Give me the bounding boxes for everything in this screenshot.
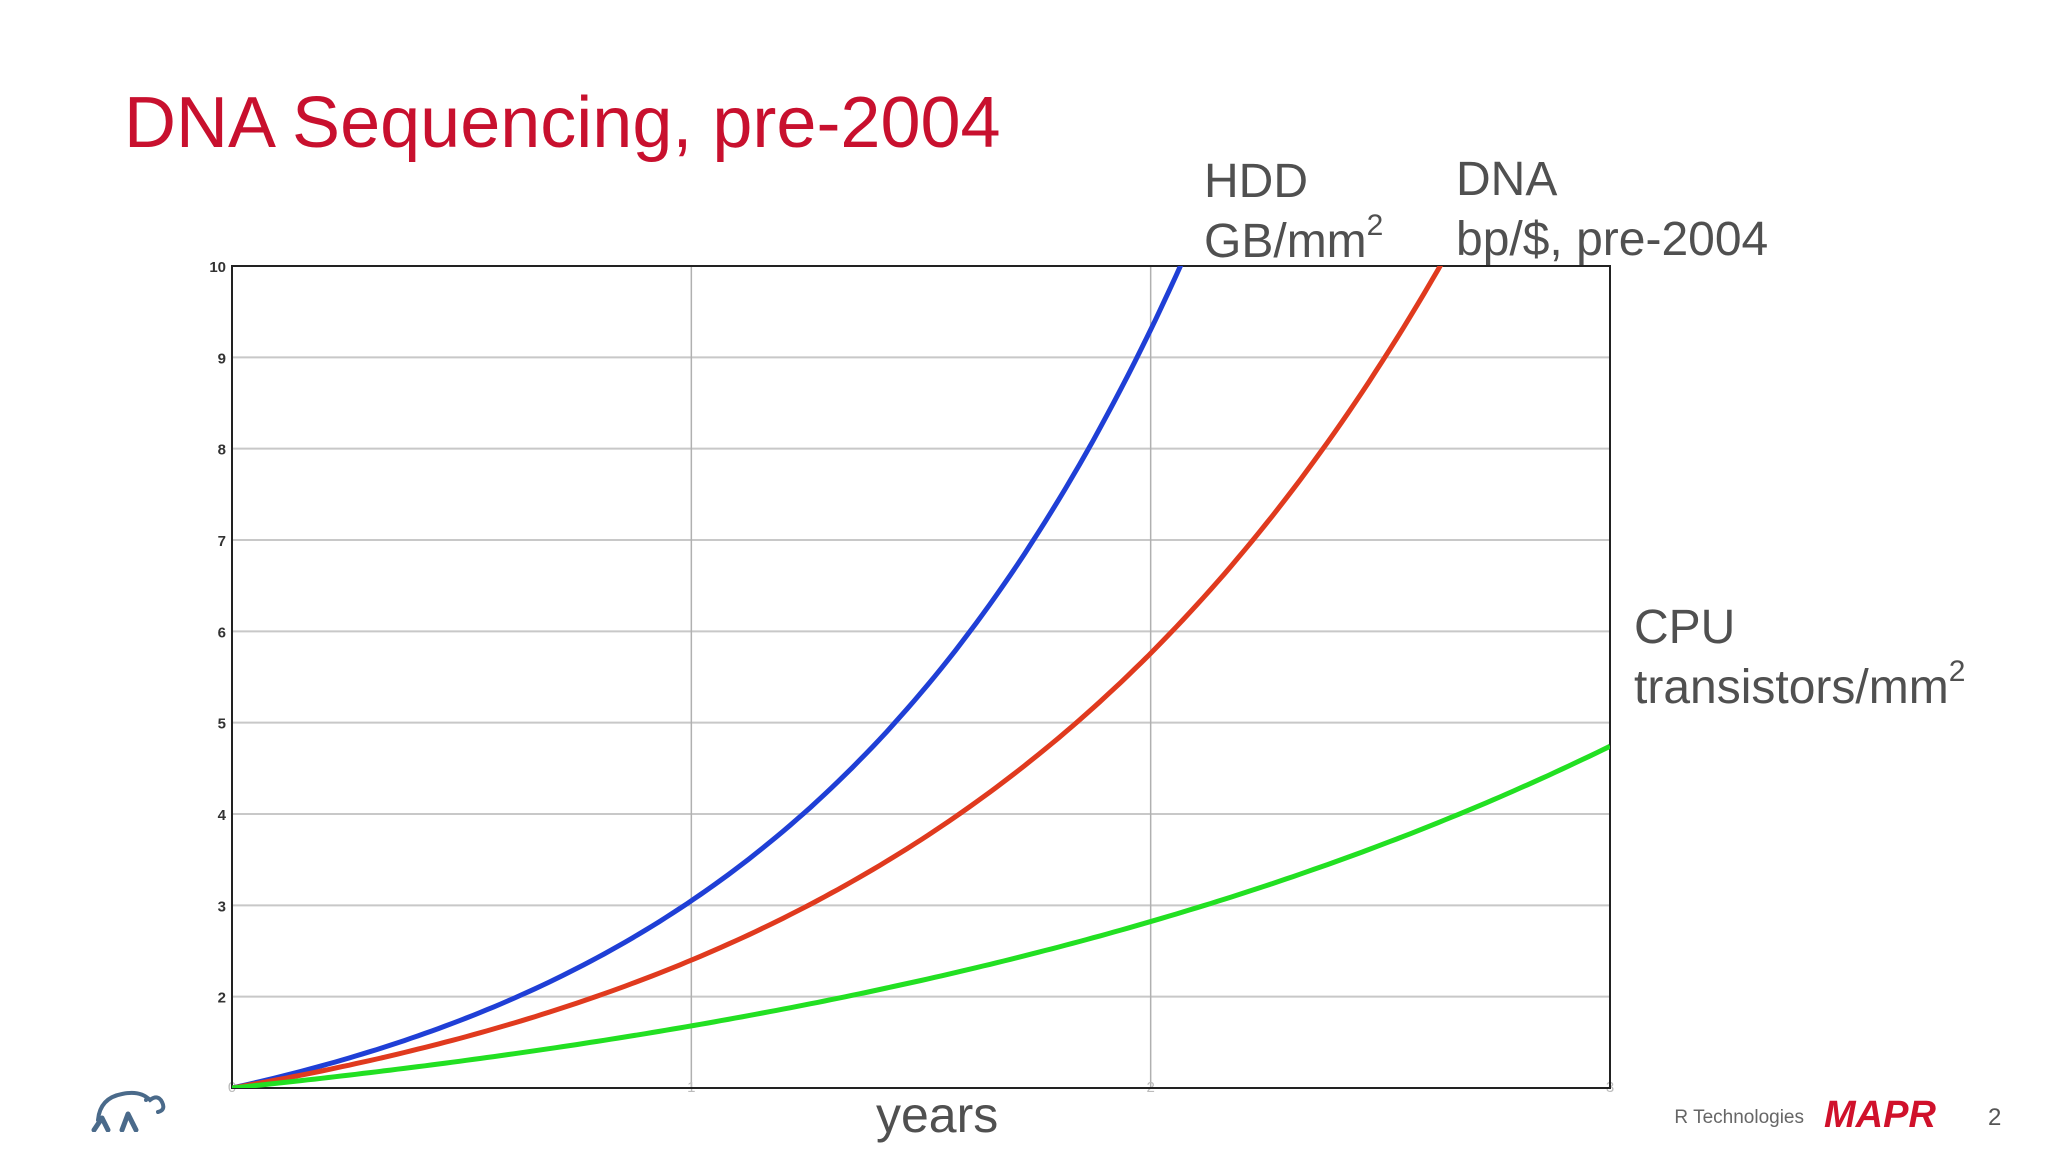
dna-label-line2: bp/$, pre-2004 <box>1456 213 1769 266</box>
svg-text:MAPR: MAPR <box>1824 1094 1936 1134</box>
y-tick-label: 4 <box>218 807 227 824</box>
y-tick-label: 2 <box>218 990 226 1007</box>
plot-frame <box>231 265 1611 1089</box>
slide-title: DNA Sequencing, pre-2004 <box>124 83 1001 163</box>
y-tick-label: 6 <box>218 624 226 641</box>
y-tick-label: 3 <box>218 898 226 915</box>
hdd-series-label: HDD GB/mm2 <box>1204 152 1383 272</box>
series-line-hdd <box>232 266 1184 1088</box>
page-number: 2 <box>1988 1104 2002 1131</box>
dna-label-line1: DNA <box>1456 153 1558 206</box>
y-tick-label: 5 <box>218 716 226 733</box>
x-axis-label: years <box>876 1087 999 1143</box>
hdd-label-line1: HDD <box>1204 155 1308 208</box>
cpu-label-line1: CPU <box>1634 601 1736 654</box>
series-line-cpu <box>232 744 1610 1088</box>
mapr-logo-icon: MAPR <box>1824 1094 1936 1134</box>
cpu-label-line2: transistors/mm2 <box>1634 655 1966 715</box>
y-tick-label: 8 <box>218 442 226 459</box>
cpu-series-label: CPU transistors/mm2 <box>1634 598 1965 718</box>
elephant-logo-icon <box>91 1090 166 1132</box>
y-tick-label: 10 <box>209 259 226 276</box>
dna-series-label: DNA bp/$, pre-2004 <box>1456 150 1768 270</box>
footer-copyright: MapR Technologies <box>1674 1107 1804 1128</box>
hdd-label-line2: GB/mm2 <box>1204 209 1384 269</box>
y-tick-label: 9 <box>218 350 226 367</box>
y-tick-label: 7 <box>218 533 226 550</box>
series-line-dna <box>232 266 1443 1088</box>
